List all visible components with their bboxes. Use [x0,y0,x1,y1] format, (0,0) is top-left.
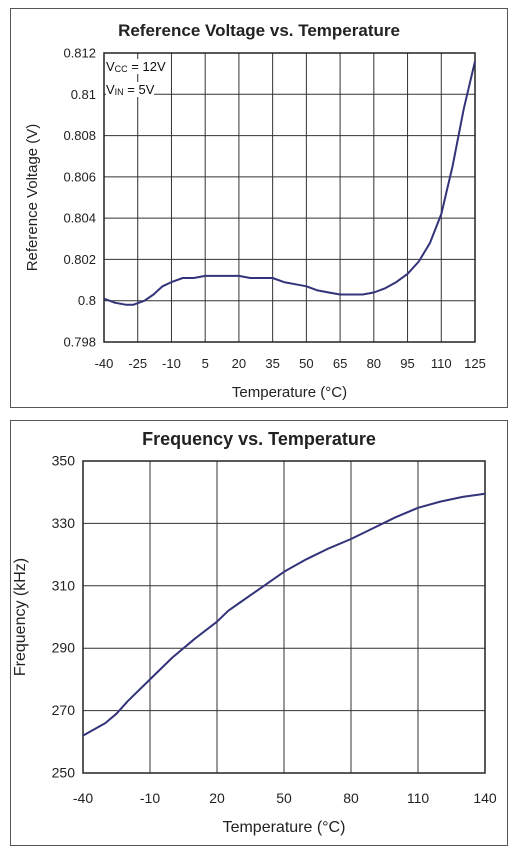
y-tick-label: 0.804 [63,211,96,226]
x-tick-label: 20 [232,356,246,371]
x-tick-label: 95 [400,356,414,371]
x-tick-label: -10 [162,356,181,371]
y-axis-label: Frequency (kHz) [12,558,29,676]
y-tick-label: 0.812 [63,46,96,61]
y-tick-label: 250 [52,765,76,781]
y-tick-label: 0.806 [63,169,96,184]
y-tick-label: 270 [52,702,76,718]
x-tick-label: 50 [299,356,313,371]
x-tick-label: 125 [464,356,486,371]
x-tick-label: 110 [431,356,452,371]
y-tick-label: 0.8 [78,293,96,308]
reference-voltage-chart: -40 -25 -10 5 20 35 50 65 80 95 110 125 0.798 0.8 0.80… [24,46,486,402]
series-line [103,61,476,306]
vcc-annotation: VCC = 12V [106,59,166,74]
x-tick-label: 5 [202,356,209,371]
y-tick-label: 0.802 [63,252,96,267]
y-tick-label: 0.808 [63,128,96,143]
x-axis-label: Temperature (°C) [223,819,346,836]
x-tick-label: 140 [473,790,497,806]
y-tick-label: 330 [52,515,76,531]
y-tick-label: 290 [52,640,76,656]
x-axis-label: Temperature (°C) [232,384,347,401]
series-line [82,492,486,737]
x-tick-label: 65 [333,356,347,371]
frequency-chart-panel: Frequency vs. Temperature -40 -10 20 50 80 11… [10,420,508,846]
x-tick-label: 80 [343,790,359,806]
x-tick-label: 20 [209,790,225,806]
chart-title: Reference Voltage vs. Temperature [118,21,400,40]
x-tick-label: 110 [407,790,430,806]
y-tick-label: 0.81 [71,87,96,102]
x-tick-label: 35 [265,356,279,371]
x-tick-label: 50 [276,790,292,806]
vin-annotation: VIN = 5V [106,82,155,97]
plot-frame [103,52,476,343]
plot-frame [82,460,486,774]
x-tick-label: -40 [95,356,114,371]
frequency-chart: -40 -10 20 50 80 110 140 250 270 290 310 330 350 Temp… [12,453,497,837]
chart-title: Frequency vs. Temperature [142,429,376,449]
y-tick-label: 350 [52,453,76,469]
y-axis-label: Reference Voltage (V) [24,124,41,272]
x-tick-label: -40 [73,790,93,806]
y-tick-label: 0.798 [63,335,96,350]
reference-voltage-chart-panel: Reference Voltage vs. Temperature -40 -25… [10,8,508,408]
x-tick-label: -10 [140,790,160,806]
x-tick-label: 80 [367,356,381,371]
x-tick-label: -25 [128,356,147,371]
y-tick-label: 310 [52,577,76,593]
